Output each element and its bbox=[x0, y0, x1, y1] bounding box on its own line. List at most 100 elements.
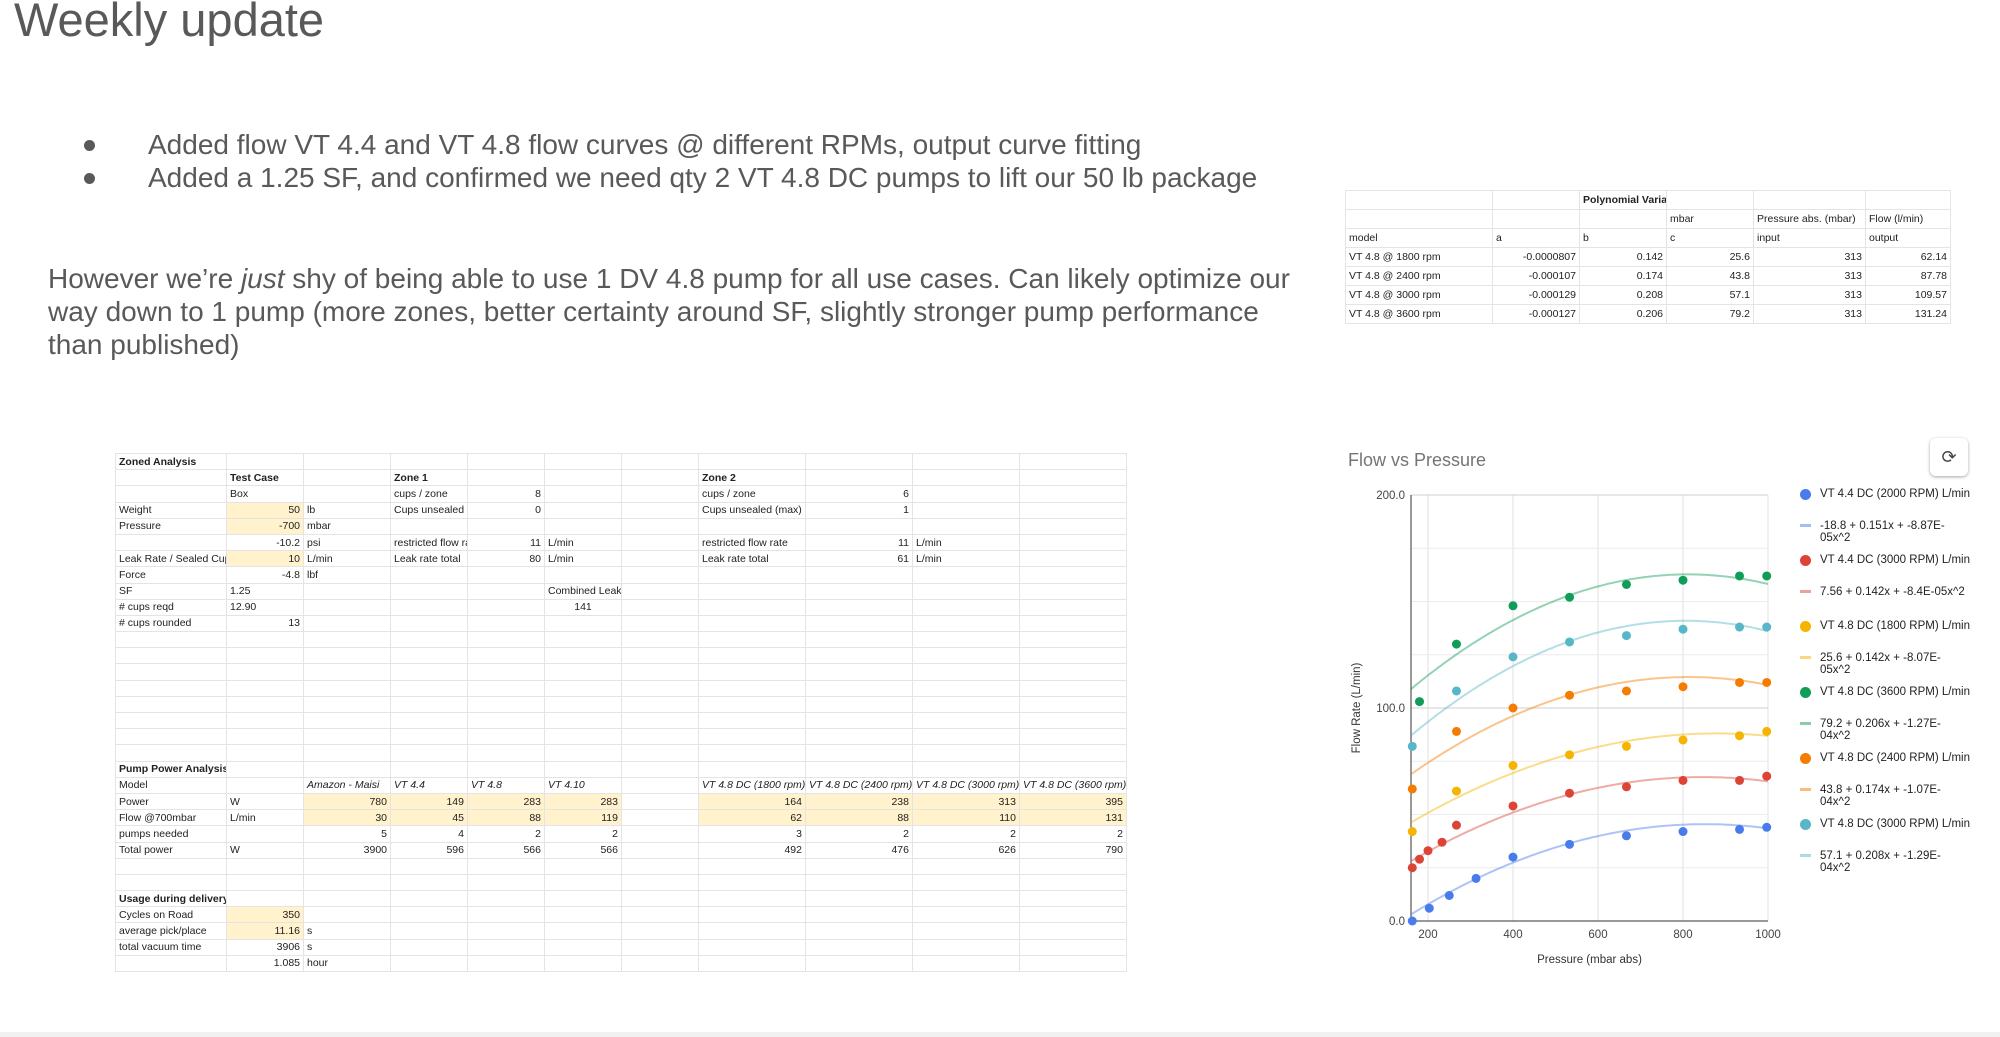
sheet-cell[interactable] bbox=[544, 647, 622, 665]
sheet-cell[interactable]: Flow (l/min) bbox=[1865, 209, 1951, 229]
sheet-cell[interactable]: 43.8 bbox=[1666, 266, 1754, 286]
sheet-cell[interactable]: 3906 bbox=[226, 938, 304, 956]
sheet-cell[interactable] bbox=[544, 614, 622, 633]
sheet-cell[interactable] bbox=[805, 938, 913, 956]
sheet-cell[interactable] bbox=[621, 485, 699, 503]
sheet-cell[interactable] bbox=[303, 695, 391, 714]
sheet-cell[interactable]: Pressure bbox=[115, 517, 227, 535]
sheet-cell[interactable] bbox=[621, 728, 699, 746]
sheet-cell[interactable] bbox=[1865, 190, 1951, 210]
sheet-cell[interactable] bbox=[621, 760, 699, 778]
sheet-cell[interactable] bbox=[226, 452, 304, 471]
sheet-cell[interactable] bbox=[544, 452, 622, 471]
sheet-cell[interactable]: Cups unsealed ( bbox=[390, 501, 468, 519]
sheet-cell[interactable] bbox=[544, 485, 622, 503]
sheet-cell[interactable] bbox=[303, 647, 391, 665]
sheet-cell[interactable]: 131.24 bbox=[1865, 304, 1951, 324]
sheet-cell[interactable] bbox=[226, 728, 304, 746]
sheet-cell[interactable] bbox=[805, 631, 913, 649]
sheet-cell[interactable]: VT 4.4 bbox=[390, 776, 468, 794]
sheet-cell[interactable] bbox=[912, 582, 1020, 600]
sheet-cell[interactable] bbox=[698, 728, 806, 746]
sheet-cell[interactable] bbox=[805, 695, 913, 714]
sheet-cell[interactable]: VT 4.8 DC (3600 rpm) bbox=[1019, 776, 1127, 794]
sheet-cell[interactable] bbox=[226, 695, 304, 714]
sheet-cell[interactable] bbox=[912, 566, 1020, 584]
sheet-cell[interactable] bbox=[698, 857, 806, 875]
sheet-cell[interactable] bbox=[115, 954, 227, 973]
sheet-cell[interactable] bbox=[912, 598, 1020, 616]
sheet-cell[interactable] bbox=[303, 469, 391, 487]
sheet-cell[interactable] bbox=[698, 679, 806, 697]
sheet-cell[interactable]: 0.208 bbox=[1579, 285, 1667, 305]
sheet-cell[interactable]: 3 bbox=[698, 825, 806, 843]
sheet-cell[interactable] bbox=[698, 922, 806, 940]
sheet-cell[interactable] bbox=[226, 711, 304, 730]
sheet-cell[interactable] bbox=[621, 614, 699, 633]
sheet-cell[interactable] bbox=[912, 663, 1020, 681]
sheet-cell[interactable]: model bbox=[1345, 228, 1493, 248]
sheet-cell[interactable]: Cycles on Road bbox=[115, 906, 227, 924]
sheet-cell[interactable]: 61 bbox=[805, 550, 913, 568]
sheet-cell[interactable]: mbar bbox=[1666, 209, 1754, 229]
sheet-cell[interactable] bbox=[390, 954, 468, 973]
sheet-cell[interactable] bbox=[115, 533, 227, 552]
sheet-cell[interactable] bbox=[912, 501, 1020, 519]
sheet-cell[interactable]: 313 bbox=[1753, 247, 1866, 267]
sheet-cell[interactable]: 25.6 bbox=[1666, 247, 1754, 267]
sheet-cell[interactable] bbox=[698, 695, 806, 714]
sheet-cell[interactable] bbox=[390, 938, 468, 956]
sheet-cell[interactable] bbox=[805, 890, 913, 908]
sheet-cell[interactable] bbox=[1019, 728, 1127, 746]
sheet-cell[interactable] bbox=[303, 873, 391, 892]
sheet-cell[interactable]: 1.25 bbox=[226, 582, 304, 600]
sheet-cell[interactable] bbox=[544, 857, 622, 875]
sheet-cell[interactable] bbox=[115, 679, 227, 697]
sheet-cell[interactable] bbox=[621, 452, 699, 471]
sheet-cell[interactable] bbox=[544, 501, 622, 519]
sheet-cell[interactable] bbox=[467, 890, 545, 908]
sheet-cell[interactable] bbox=[912, 469, 1020, 487]
sheet-cell[interactable]: VT 4.8 @ 3600 rpm bbox=[1345, 304, 1493, 324]
sheet-cell[interactable] bbox=[467, 695, 545, 714]
sheet-cell[interactable]: VT 4.8 DC (1800 rpm) bbox=[698, 776, 806, 794]
sheet-cell[interactable] bbox=[1019, 631, 1127, 649]
sheet-cell[interactable]: L/min bbox=[226, 809, 304, 827]
sheet-cell[interactable] bbox=[621, 647, 699, 665]
sheet-cell[interactable] bbox=[1019, 711, 1127, 730]
sheet-cell[interactable]: 80 bbox=[467, 550, 545, 568]
sheet-cell[interactable]: 2 bbox=[805, 825, 913, 843]
sheet-cell[interactable]: 790 bbox=[1019, 841, 1127, 859]
sheet-cell[interactable] bbox=[698, 582, 806, 600]
sheet-cell[interactable] bbox=[226, 857, 304, 875]
sheet-cell[interactable]: cups / zone bbox=[390, 485, 468, 503]
sheet-cell[interactable] bbox=[303, 598, 391, 616]
sheet-cell[interactable]: 11.16 bbox=[226, 922, 304, 940]
sheet-cell[interactable] bbox=[303, 614, 391, 633]
zoned-analysis-sheet[interactable]: Zoned Analysis Test Case Zone 1 Zone 2 Box cu… bbox=[115, 452, 1127, 973]
sheet-cell[interactable] bbox=[621, 841, 699, 859]
sheet-cell[interactable] bbox=[912, 711, 1020, 730]
sheet-cell[interactable] bbox=[1019, 614, 1127, 633]
sheet-cell[interactable] bbox=[912, 614, 1020, 633]
sheet-cell[interactable] bbox=[390, 857, 468, 875]
sheet-cell[interactable] bbox=[390, 614, 468, 633]
sheet-cell[interactable]: 283 bbox=[544, 792, 622, 811]
sheet-cell[interactable]: Power bbox=[115, 792, 227, 811]
sheet-cell[interactable] bbox=[698, 954, 806, 973]
sheet-cell[interactable]: s bbox=[303, 938, 391, 956]
sheet-cell[interactable]: Zoned Analysis bbox=[115, 452, 227, 471]
sheet-cell[interactable]: -10.2 bbox=[226, 533, 304, 552]
sheet-cell[interactable] bbox=[467, 954, 545, 973]
sheet-cell[interactable]: pumps needed bbox=[115, 825, 227, 843]
sheet-cell[interactable] bbox=[303, 452, 391, 471]
sheet-cell[interactable]: 313 bbox=[912, 792, 1020, 811]
sheet-cell[interactable] bbox=[805, 582, 913, 600]
sheet-cell[interactable] bbox=[621, 695, 699, 714]
sheet-cell[interactable] bbox=[621, 566, 699, 584]
sheet-cell[interactable]: 10 bbox=[226, 550, 304, 568]
sheet-cell[interactable]: 57.1 bbox=[1666, 285, 1754, 305]
sheet-cell[interactable] bbox=[805, 679, 913, 697]
sheet-cell[interactable] bbox=[467, 517, 545, 535]
sheet-cell[interactable] bbox=[226, 647, 304, 665]
